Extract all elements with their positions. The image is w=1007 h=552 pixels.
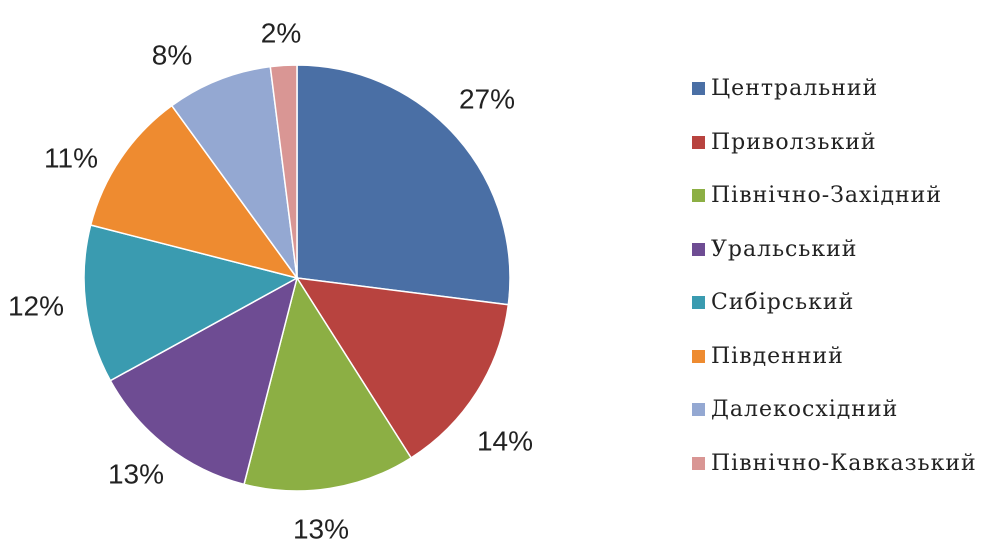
legend-item: Центральний [692, 62, 1002, 116]
pie-slice [109, 276, 299, 486]
pie-value-labels: 27% 14% 13% 13% 12% 11% 8% 2% [8, 17, 533, 544]
legend-item: Приволзький [692, 116, 1002, 170]
slice-value-label: 8% [152, 39, 192, 70]
legend-label: Північно-Західний [711, 183, 942, 209]
pie-slice [295, 277, 510, 459]
legend-swatch [692, 456, 705, 470]
pie-slice [243, 276, 413, 492]
legend-label: Сибірський [711, 290, 855, 316]
legend-label: Південний [711, 343, 844, 369]
legend-item: Далекосхідний [692, 383, 1002, 437]
legend-swatch [692, 242, 705, 256]
legend-swatch [692, 189, 705, 203]
pie-slice [170, 65, 298, 279]
pie-slices [83, 64, 511, 492]
legend-item: Південний [692, 330, 1002, 384]
legend-label: Далекосхідний [711, 397, 899, 423]
slice-value-label: 27% [459, 83, 515, 114]
legend-item: Сибірський [692, 276, 1002, 330]
legend-item: Північно-Західний [692, 169, 1002, 223]
legend-label: Центральний [711, 76, 879, 102]
pie-slice [83, 224, 300, 382]
legend-label: Приволзький [711, 129, 877, 155]
legend: Центральний Приволзький Північно-Західний У… [692, 62, 1002, 490]
pie-slice [296, 64, 511, 306]
legend-swatch [692, 349, 705, 363]
pie-slice [89, 104, 299, 280]
legend-swatch [692, 135, 705, 149]
slice-value-label: 2% [261, 17, 301, 48]
slice-value-label: 11% [44, 142, 98, 173]
legend-label: Уральський [711, 236, 858, 262]
legend-swatch [692, 296, 705, 310]
slice-value-label: 13% [293, 513, 349, 544]
slice-value-label: 14% [477, 425, 533, 456]
legend-item: Уральський [692, 223, 1002, 277]
legend-item: Північно-Кавказький [692, 437, 1002, 491]
slice-value-label: 12% [8, 290, 64, 321]
legend-swatch [692, 82, 705, 96]
legend-label: Північно-Кавказький [711, 450, 977, 476]
legend-swatch [692, 403, 705, 417]
slice-value-label: 13% [108, 458, 164, 489]
pie-slice [269, 64, 298, 279]
